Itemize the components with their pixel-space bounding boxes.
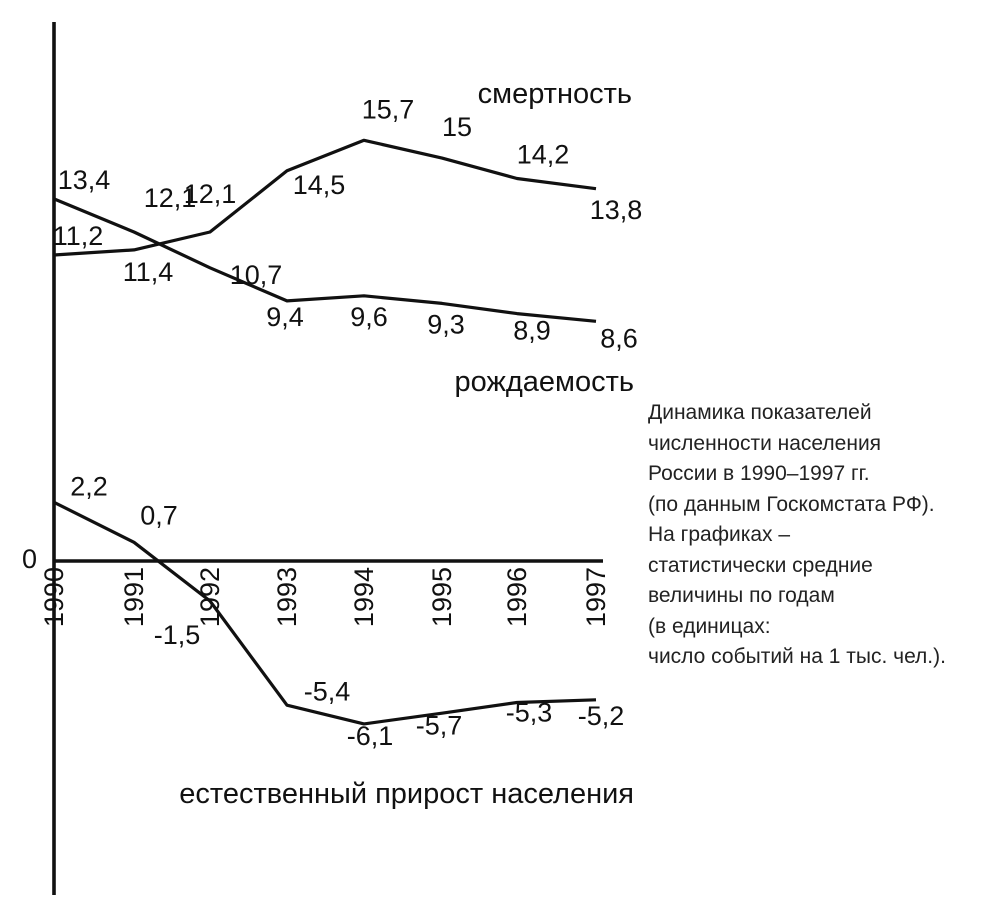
- data-label: 13,8: [590, 195, 643, 225]
- caption-line: На графиках –: [648, 523, 791, 546]
- data-label: 8,9: [513, 316, 551, 346]
- series-lines: [53, 138, 597, 726]
- caption-line: численности населения: [648, 431, 882, 455]
- mortality-label: смертность: [478, 78, 632, 110]
- caption-line: статистически средние: [648, 553, 873, 577]
- chart-caption: Динамика показателей численности населени…: [648, 398, 993, 673]
- caption-line: (в единицах:: [648, 614, 771, 638]
- x-tick-labels: 1990 1991 1992 1993 1994 1995 1996 1997: [39, 567, 611, 627]
- data-label: -1,5: [154, 620, 201, 650]
- x-tick-label: 1995: [427, 567, 457, 627]
- data-label: -6,1: [347, 721, 394, 751]
- natural-growth-label: естественный прирост населения: [179, 778, 634, 810]
- data-label: -5,4: [304, 676, 351, 706]
- data-label: 14,2: [517, 140, 570, 170]
- data-label: -5,7: [416, 710, 463, 740]
- data-label: 12,1: [184, 179, 237, 209]
- x-tick-label: 1996: [502, 567, 532, 627]
- data-label: 0,7: [140, 500, 178, 530]
- caption-line: число событий на 1 тыс. чел.).: [648, 645, 946, 668]
- data-label: 8,6: [600, 323, 638, 353]
- series-names: смертность рождаемость естественный прирос…: [179, 78, 634, 810]
- caption-line: России в 1990–1997 гг.: [648, 462, 870, 485]
- data-label: 2,2: [70, 471, 108, 501]
- data-label: 11,4: [123, 257, 174, 287]
- data-labels: 11,2 11,4 12,1 14,5 15,7 15 14,2 13,8 13,4 12,1 10…: [53, 94, 643, 751]
- caption-line: величины по годам: [648, 584, 835, 607]
- data-label: -5,2: [578, 701, 625, 731]
- data-label: 9,3: [427, 310, 465, 340]
- data-label: 9,6: [350, 302, 388, 332]
- zero-label: 0: [22, 544, 37, 574]
- caption-line: Динамика показателей: [648, 401, 872, 424]
- natural-growth-line: [53, 500, 597, 726]
- mortality-line: [53, 138, 597, 257]
- x-tick-label: 1994: [349, 567, 379, 627]
- data-label: 12,1: [144, 183, 197, 213]
- data-label: -5,3: [506, 698, 553, 728]
- x-tick-label: 1991: [119, 567, 149, 627]
- data-label: 11,2: [53, 221, 104, 251]
- data-label: 14,5: [293, 170, 346, 200]
- data-label: 9,4: [266, 302, 304, 332]
- birth-rate-label: рождаемость: [455, 366, 634, 398]
- caption-line: (по данным Госкомстата РФ).: [648, 492, 935, 516]
- x-tick-label: 1990: [39, 567, 69, 627]
- data-label: 15: [442, 112, 472, 142]
- x-tick-label: 1997: [581, 567, 611, 627]
- data-label: 15,7: [362, 94, 415, 124]
- birth-rate-line: [53, 197, 597, 323]
- data-label: 10,7: [230, 260, 283, 290]
- x-tick-label: 1993: [272, 567, 302, 627]
- data-label: 13,4: [58, 165, 111, 195]
